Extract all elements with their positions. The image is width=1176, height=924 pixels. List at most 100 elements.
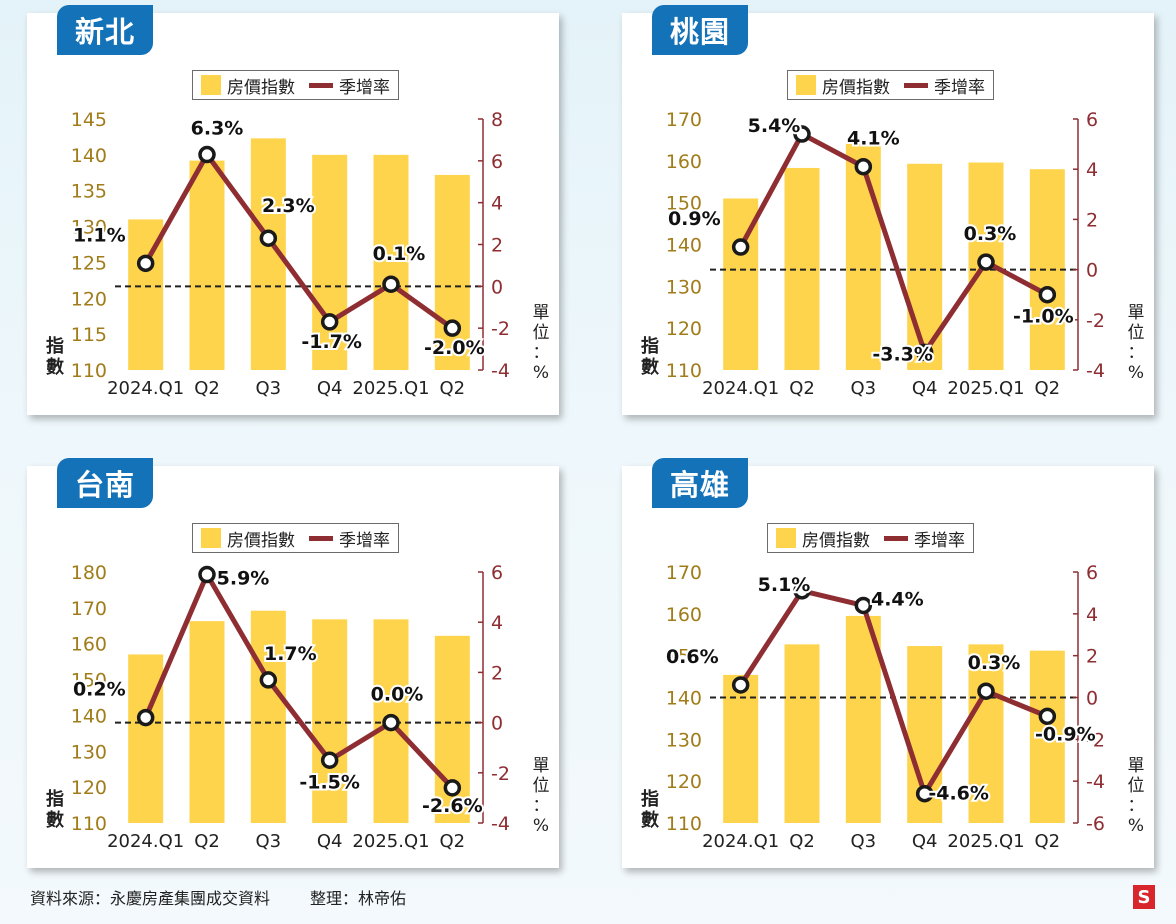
left-tick-label: 160 <box>666 604 702 626</box>
right-axis-label: 位 <box>533 776 550 796</box>
x-tick-label: Q2 <box>440 378 466 399</box>
right-axis-label: 單 <box>1128 756 1145 776</box>
right-tick-label: 4 <box>491 193 503 215</box>
left-axis-label: 數 <box>46 810 64 831</box>
right-tick-label: 2 <box>1086 209 1098 231</box>
right-tick-label: -4 <box>491 360 510 382</box>
left-axis-label: 數 <box>641 357 659 378</box>
chart-svg: 145 140 135 130 125 120 115 110 8 6 4 2 0 -2 -4 2024.Q1… <box>46 109 550 399</box>
line-point <box>382 275 400 293</box>
left-tick-label: 150 <box>666 193 702 215</box>
right-tick-label: -6 <box>1086 813 1105 835</box>
bar <box>968 644 1004 823</box>
chart-legend: 房價指數 季增率 <box>767 523 974 553</box>
bar <box>250 610 286 823</box>
legend-line-swatch <box>309 535 333 541</box>
bar <box>312 154 348 370</box>
right-axis-label: % <box>1128 816 1144 836</box>
right-tick-label: 2 <box>1086 646 1098 668</box>
x-tick-label: Q3 <box>256 378 282 399</box>
left-tick-label: 130 <box>71 217 107 239</box>
right-axis-label: 單 <box>1128 303 1145 323</box>
left-tick-label: 125 <box>71 252 107 274</box>
chart-title-badge: 桃園 <box>652 5 748 55</box>
x-tick-label: Q3 <box>851 831 877 852</box>
left-tick-label: 145 <box>71 109 107 131</box>
line-point <box>198 145 216 164</box>
right-axis-label: 單 <box>533 303 550 323</box>
line-point <box>915 343 934 362</box>
legend-bar-swatch <box>201 528 221 548</box>
right-tick-label: -4 <box>1086 360 1105 382</box>
point-label: 0.3% <box>964 223 1017 245</box>
point-label: 4.4% <box>871 588 924 610</box>
left-tick-label: 140 <box>71 145 107 167</box>
left-axis-label: 指 <box>641 335 659 357</box>
left-axis-label: 數 <box>46 357 64 378</box>
bar <box>845 615 881 823</box>
point-label: 2.3% <box>262 195 315 217</box>
point-label: -1.0% <box>1013 306 1074 328</box>
left-axis-label: 指 <box>641 788 659 810</box>
chart-svg: 170 160 150 140 130 120 110 6 4 2 0 -2 -4 -6 2024.Q1 Q2… <box>641 562 1145 852</box>
left-tick-label: 180 <box>71 562 107 584</box>
right-tick-label: 0 <box>1086 260 1098 282</box>
right-tick-label: 0 <box>1086 688 1098 710</box>
left-tick-label: 160 <box>71 634 107 656</box>
x-tick-label: Q2 <box>789 831 815 852</box>
bar <box>784 644 820 823</box>
left-tick-label: 115 <box>71 324 107 346</box>
chart-svg: 180 170 160 150 140 130 120 110 6 4 2 0 -2 -4 2024.Q1 Q… <box>46 562 550 852</box>
right-axis-label: ： <box>1128 796 1145 816</box>
point-label: 1.1% <box>73 224 126 246</box>
line-point <box>854 157 873 176</box>
x-tick-label: Q2 <box>1035 378 1061 399</box>
left-axis-label: 指 <box>46 335 64 357</box>
line-point <box>731 676 750 694</box>
right-tick-label: 6 <box>1086 562 1098 584</box>
bar <box>312 619 348 823</box>
x-tick-label: Q4 <box>912 378 938 399</box>
right-tick-label: 6 <box>491 562 503 584</box>
left-tick-label: 110 <box>71 360 107 382</box>
legend-bar-label: 房價指數 <box>822 77 890 98</box>
left-tick-label: 150 <box>666 646 702 668</box>
point-label: 0.1% <box>373 243 426 265</box>
point-label: 5.4% <box>748 115 801 137</box>
right-tick-label: 4 <box>1086 159 1098 181</box>
x-tick-label: 2025.Q1 <box>352 831 429 852</box>
right-tick-label: -4 <box>491 813 510 835</box>
x-tick-label: Q2 <box>440 831 466 852</box>
growth-line <box>143 572 455 790</box>
right-tick-label: 6 <box>1086 109 1098 131</box>
legend-line-label: 季增率 <box>339 530 390 551</box>
line-point <box>136 254 155 273</box>
right-axis-label: ： <box>1128 343 1145 363</box>
legend-line-swatch <box>309 82 333 88</box>
right-tick-label: -2 <box>1086 310 1105 332</box>
point-label: 0.6% <box>666 646 719 668</box>
point-label: 0.3% <box>968 652 1021 674</box>
chart-title-badge: 高雄 <box>652 458 748 508</box>
right-tick-label: -4 <box>1086 771 1105 793</box>
legend-bar-swatch <box>776 528 796 548</box>
bar <box>1029 650 1065 823</box>
left-tick-label: 140 <box>666 688 702 710</box>
bar <box>434 174 470 370</box>
x-tick-label: 2024.Q1 <box>107 378 184 399</box>
editor-note: 整理：林帝佑 <box>310 889 407 908</box>
line-point <box>1038 707 1057 726</box>
legend-line-swatch <box>904 82 928 88</box>
left-tick-label: 110 <box>666 360 702 382</box>
x-tick-label: 2025.Q1 <box>352 378 429 399</box>
left-tick-label: 135 <box>71 181 107 203</box>
right-tick-label: -2 <box>491 318 510 340</box>
point-label: -1.5% <box>299 771 360 793</box>
line-point <box>198 565 216 584</box>
point-label: 0.2% <box>73 679 126 701</box>
right-axis-label: 位 <box>533 323 550 343</box>
legend-line-label: 季增率 <box>934 77 985 98</box>
x-tick-label: 2024.Q1 <box>107 831 184 852</box>
point-label: -3.3% <box>872 343 933 365</box>
left-tick-label: 110 <box>71 813 107 835</box>
